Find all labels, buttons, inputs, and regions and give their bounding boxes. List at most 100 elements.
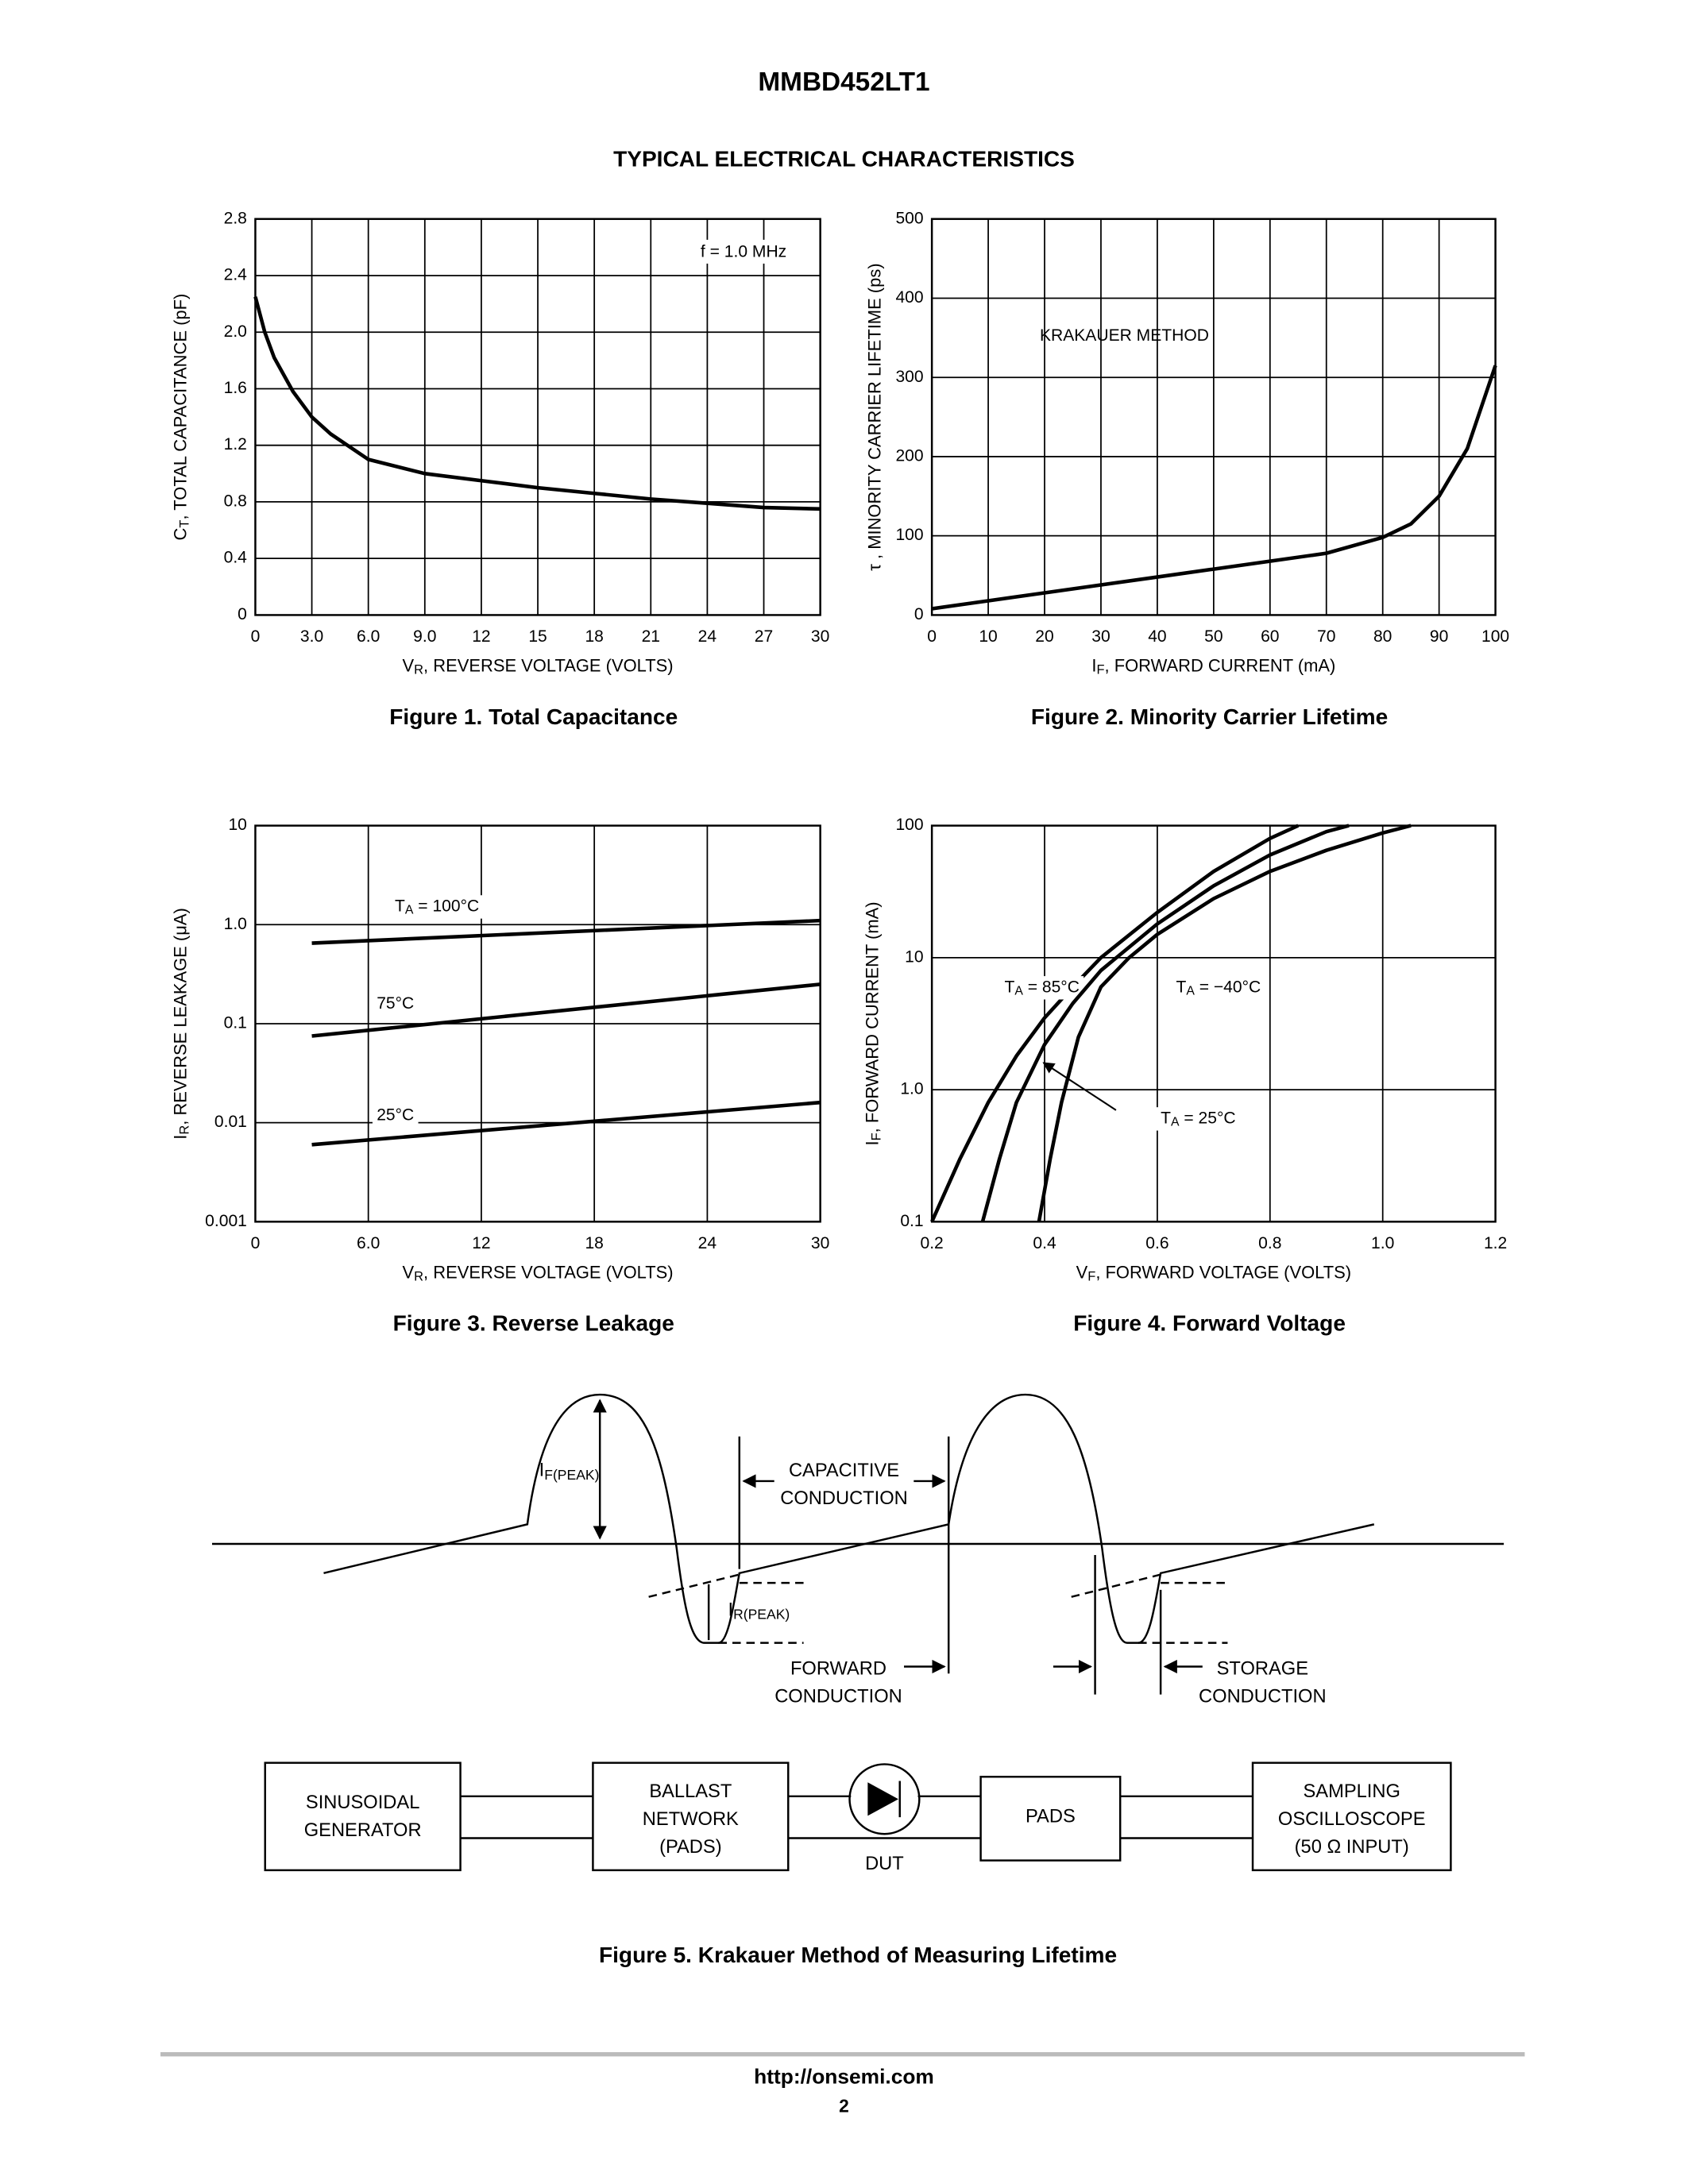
figure-caption: Figure 3. Reverse Leakage bbox=[393, 1311, 674, 1336]
label-part: , FORWARD CURRENT (mA) bbox=[1105, 655, 1336, 675]
scope-box bbox=[1251, 1761, 1452, 1872]
y-tick-label: 1.6 bbox=[224, 379, 247, 397]
y-tick-label: 100 bbox=[895, 816, 923, 834]
dut-label: DUT bbox=[865, 1854, 904, 1874]
x-tick-label: 60 bbox=[1261, 627, 1279, 646]
y-tick-label: 400 bbox=[895, 288, 923, 307]
page-number: 2 bbox=[839, 2095, 849, 2116]
y-axis-label: τ , MINORITY CARRIER LIFETIME (ps) bbox=[865, 263, 885, 570]
ballast-label: NETWORK bbox=[643, 1809, 739, 1830]
y-tick-label: 2.8 bbox=[224, 209, 247, 227]
generator-label: SINUSOIDAL bbox=[306, 1792, 419, 1813]
x-tick-label: 6.0 bbox=[357, 1234, 380, 1252]
x-tick-label: 0 bbox=[927, 627, 937, 646]
x-tick-label: 30 bbox=[811, 1234, 829, 1252]
label-bg bbox=[1000, 976, 1084, 1000]
if-peak-label: IF(PEAK) bbox=[539, 1461, 600, 1483]
x-tick-label: 24 bbox=[698, 627, 717, 646]
x-tick-label: 20 bbox=[1035, 627, 1053, 646]
y-tick-label: 0.4 bbox=[224, 549, 248, 567]
label-part: V bbox=[403, 1262, 415, 1282]
x-tick-label: 30 bbox=[1091, 627, 1110, 646]
x-tick-label: 1.2 bbox=[1484, 1234, 1507, 1252]
series-label: 75°C bbox=[377, 994, 414, 1013]
x-tick-label: 3.0 bbox=[300, 627, 323, 646]
label-part: , REVERSE LEAKAGE (μA) bbox=[170, 908, 190, 1125]
waveform bbox=[323, 1393, 1375, 1644]
y-tick-label: 10 bbox=[228, 816, 246, 834]
data-line bbox=[931, 365, 1497, 611]
figure-caption: Figure 1. Total Capacitance bbox=[389, 704, 678, 729]
dashed-guides bbox=[648, 1573, 1228, 1644]
scope-label: SAMPLING bbox=[1303, 1781, 1400, 1802]
x-tick-label: 18 bbox=[585, 627, 603, 646]
label-part: V bbox=[403, 655, 415, 675]
x-tick-label: 90 bbox=[1430, 627, 1448, 646]
label-part: I bbox=[170, 1135, 190, 1140]
y-tick-label: 0 bbox=[914, 605, 924, 623]
series-label: TA = −40°C bbox=[1176, 978, 1261, 998]
x-axis-label: VR, REVERSE VOLTAGE (VOLTS) bbox=[403, 1262, 674, 1284]
x-tick-label: 0.6 bbox=[1145, 1234, 1168, 1252]
label-part: , REVERSE VOLTAGE (VOLTS) bbox=[423, 1262, 674, 1282]
x-tick-label: 21 bbox=[642, 627, 660, 646]
y-tick-label: 0.001 bbox=[205, 1212, 247, 1230]
x-tick-label: 24 bbox=[698, 1234, 717, 1252]
label-part: T bbox=[1176, 978, 1186, 996]
label-part: V bbox=[1076, 1262, 1088, 1282]
data-line bbox=[311, 982, 821, 1038]
y-tick-label: 1.2 bbox=[224, 435, 247, 453]
capacitive-label: CONDUCTION bbox=[780, 1488, 908, 1509]
x-tick-label: 0 bbox=[251, 1234, 261, 1252]
ballast-label: BALLAST bbox=[649, 1781, 732, 1802]
y-tick-label: 300 bbox=[895, 368, 923, 386]
x-tick-label: 40 bbox=[1148, 627, 1166, 646]
y-tick-label: 0.01 bbox=[214, 1113, 247, 1131]
x-axis-label: VR, REVERSE VOLTAGE (VOLTS) bbox=[403, 655, 674, 677]
storage-label: STORAGE bbox=[1217, 1658, 1308, 1679]
x-tick-label: 18 bbox=[585, 1234, 603, 1252]
label-part: A bbox=[1171, 1116, 1180, 1129]
label-part: = 85°C bbox=[1023, 978, 1080, 996]
x-tick-label: 9.0 bbox=[413, 627, 436, 646]
y-tick-label: 1.0 bbox=[900, 1080, 923, 1098]
figure-caption: Figure 4. Forward Voltage bbox=[1073, 1311, 1346, 1336]
y-axis-label: CT, TOTAL CAPACITANCE (pF) bbox=[170, 294, 192, 541]
label-part: F bbox=[1096, 663, 1104, 677]
x-tick-label: 30 bbox=[811, 627, 829, 646]
label-part: , FORWARD CURRENT (mA) bbox=[862, 901, 882, 1133]
label-part: R bbox=[414, 1270, 423, 1284]
y-axis-label: IF, FORWARD CURRENT (mA) bbox=[862, 901, 884, 1145]
x-tick-label: 100 bbox=[1481, 627, 1509, 646]
x-tick-label: 0.4 bbox=[1033, 1234, 1056, 1252]
data-line bbox=[311, 1100, 821, 1147]
label-part: I bbox=[1091, 655, 1096, 675]
label-part: , FORWARD VOLTAGE (VOLTS) bbox=[1095, 1262, 1351, 1282]
label-arrow bbox=[1042, 1062, 1117, 1111]
label-part: F bbox=[1087, 1270, 1095, 1284]
y-tick-label: 0 bbox=[238, 605, 247, 623]
x-tick-label: 0 bbox=[251, 627, 261, 646]
label-part: A bbox=[405, 904, 414, 917]
label-bg bbox=[694, 239, 793, 264]
figure-caption: Figure 2. Minority Carrier Lifetime bbox=[1031, 704, 1388, 729]
label-part: A bbox=[1186, 985, 1195, 998]
charts: 0 3.0 6.0 9.0 12 15 18 21 24 27 3000.40.81.21.62.0… bbox=[170, 209, 1509, 1335]
series-label: 25°C bbox=[377, 1106, 414, 1124]
y-tick-label: 100 bbox=[895, 526, 923, 544]
x-tick-label: 12 bbox=[472, 627, 490, 646]
x-tick-label: 70 bbox=[1317, 627, 1335, 646]
series-label: TA = 100°C bbox=[395, 897, 479, 917]
chart: 0 3.0 6.0 9.0 12 15 18 21 24 27 30 0 0.4 0.8 1.2 1.6 2.0… bbox=[170, 209, 829, 729]
label-bg bbox=[1172, 976, 1265, 1000]
label-sub: R(PEAK) bbox=[733, 1606, 790, 1622]
storage-label: CONDUCTION bbox=[1199, 1686, 1327, 1707]
figure-caption: Figure 5. Krakauer Method of Measuring L… bbox=[599, 1943, 1117, 1967]
series-label: TA = 25°C bbox=[1161, 1109, 1236, 1129]
label-part: F bbox=[870, 1133, 884, 1140]
y-tick-label: 2.0 bbox=[224, 322, 247, 341]
label-part: I bbox=[728, 1600, 733, 1621]
diode-symbol bbox=[867, 1782, 898, 1816]
